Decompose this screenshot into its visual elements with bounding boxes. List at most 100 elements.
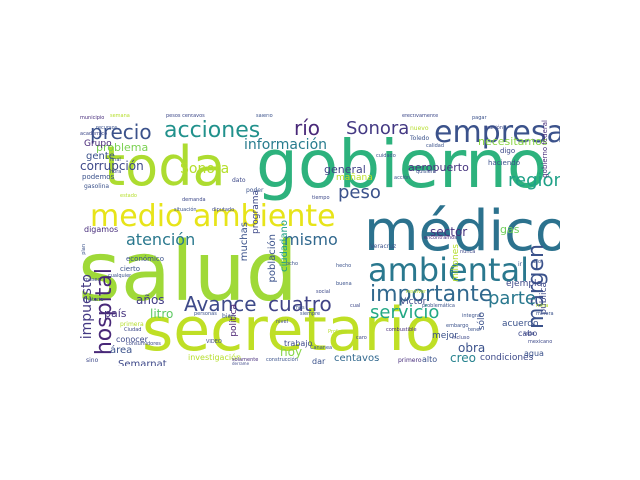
word-gobierno: gobierno	[256, 126, 548, 203]
word-minera: minera	[536, 311, 554, 317]
word-profepa: Profepa	[328, 329, 348, 335]
word-reunion: reunión	[484, 125, 503, 131]
word-video: VIDEO	[206, 339, 222, 345]
word-dato: dato	[232, 177, 246, 184]
word-mejor: mejor	[432, 331, 459, 341]
word-importante: importante	[370, 282, 493, 307]
word-trabajo: trabajo	[284, 339, 313, 348]
word-secretario: secretario	[142, 295, 442, 365]
word-parte: parte	[488, 288, 536, 309]
word-politica: política	[229, 304, 239, 337]
word-sector: sector	[430, 225, 468, 239]
word-tener: tener	[468, 327, 482, 333]
word-gente: gente	[86, 151, 115, 162]
word-quisiera: quisiera	[416, 169, 436, 175]
word-hora: hora	[110, 169, 122, 175]
word-estado: estado	[120, 193, 137, 199]
word-cuatro: cuatro	[268, 292, 332, 316]
word-vida: vida	[524, 331, 535, 337]
word-acciones: acciones	[164, 118, 261, 143]
word-gasolina: gasolina	[84, 183, 110, 190]
word-area: área	[110, 345, 133, 356]
word-gobierno-federal: gobierno federal	[541, 120, 549, 178]
word-ejemplo: ejemplo	[506, 279, 543, 289]
word-social: social	[316, 289, 331, 295]
word-pesos-centavos: pesos centavos	[166, 114, 205, 119]
word-caro: caro	[356, 335, 367, 341]
word-rio: río	[294, 116, 321, 140]
word-integral: integral	[462, 313, 482, 319]
word-cuidado: cuidado	[376, 153, 396, 159]
word-veracruz: Veracruz	[370, 243, 397, 250]
word-investigacion: investigación	[188, 353, 242, 362]
word-muchas: muchas	[239, 222, 250, 262]
word-nuevo: nuevo	[410, 125, 429, 132]
word-materia: materia	[84, 297, 104, 303]
word-digo: digo	[500, 147, 516, 155]
word-combustible: combustible	[386, 327, 417, 333]
word-hecho: hecho	[336, 263, 352, 269]
word-cloud: salud secretario gobierno toda médico me…	[80, 114, 560, 366]
word-cierto: cierto	[120, 265, 141, 273]
word-calidad: calidad	[426, 143, 445, 149]
word-resolver: resolver	[406, 289, 427, 295]
word-poder: poder	[246, 187, 264, 194]
word-municipio: municipio	[80, 115, 105, 121]
word-nivel: nivel	[276, 319, 288, 325]
word-acuerdo: acuerdo	[502, 319, 539, 329]
word-precio: precio	[90, 120, 152, 144]
word-primero: primero	[398, 357, 422, 364]
word-sino: sino	[86, 357, 99, 364]
word-atencion: atención	[126, 230, 196, 249]
word-manana: mañana	[336, 173, 373, 183]
word-haciendo: haciendo	[488, 159, 520, 167]
word-personas: personas	[194, 311, 217, 317]
word-podemos: podemos	[82, 173, 115, 181]
word-efectivamente: efectivamente	[402, 114, 439, 119]
word-aeropuerto: aeropuerto	[408, 161, 469, 174]
word-impuesto: impuesto	[80, 274, 95, 340]
word-semana: semana	[110, 114, 130, 119]
word-peso: peso	[338, 182, 381, 203]
word-plan: plan	[81, 244, 87, 255]
word-situacion: situación	[174, 207, 197, 213]
word-semarnat: Semarnat	[118, 359, 167, 367]
word-construccion: construcción	[266, 357, 298, 363]
word-buena: buena	[336, 281, 352, 287]
word-informacion: información	[244, 137, 328, 153]
word-obra: obra	[458, 341, 486, 355]
word-conocer: conocer	[116, 335, 148, 344]
word-economico: económico	[126, 255, 165, 263]
word-pagar: pagar	[472, 115, 487, 121]
word-digamos: digamos	[84, 225, 119, 234]
word-creo: creo	[450, 351, 476, 365]
word-toledo: Toledo	[410, 135, 430, 142]
word-recursos: recursos	[96, 125, 118, 131]
word-demanda: demanda	[182, 197, 206, 203]
word-primera: primera	[120, 321, 144, 328]
word-solamente: solamente	[232, 357, 259, 363]
word-ambiental: ambiental	[368, 251, 529, 289]
word-ocho: ocho	[286, 261, 299, 267]
word-sonora-mid: Sonora	[180, 161, 230, 177]
word-grupo: Grupo	[84, 139, 112, 149]
word-region: región	[508, 170, 560, 191]
word-dar: dar	[312, 357, 326, 366]
word-general: general	[324, 163, 366, 176]
word-programa: programa	[251, 190, 261, 234]
word-consumidores: consumidores	[126, 341, 161, 347]
word-litro: litro	[150, 307, 174, 321]
word-publica: pública	[539, 282, 549, 315]
word-sonora-top: Sonora	[346, 118, 410, 139]
word-toda: toda	[104, 135, 226, 198]
word-bien: bien	[222, 313, 235, 320]
word-salud: salud	[80, 225, 298, 320]
word-accion: acción	[394, 175, 411, 181]
word-hoy: hoy	[280, 345, 303, 359]
word-tiempo: tiempo	[312, 195, 330, 201]
word-diputado: diputado	[212, 207, 235, 213]
word-cabo: cabo	[518, 329, 538, 338]
word-centavos: centavos	[334, 353, 380, 364]
word-nunca: nunca	[460, 249, 476, 255]
word-pais: país	[104, 307, 127, 320]
